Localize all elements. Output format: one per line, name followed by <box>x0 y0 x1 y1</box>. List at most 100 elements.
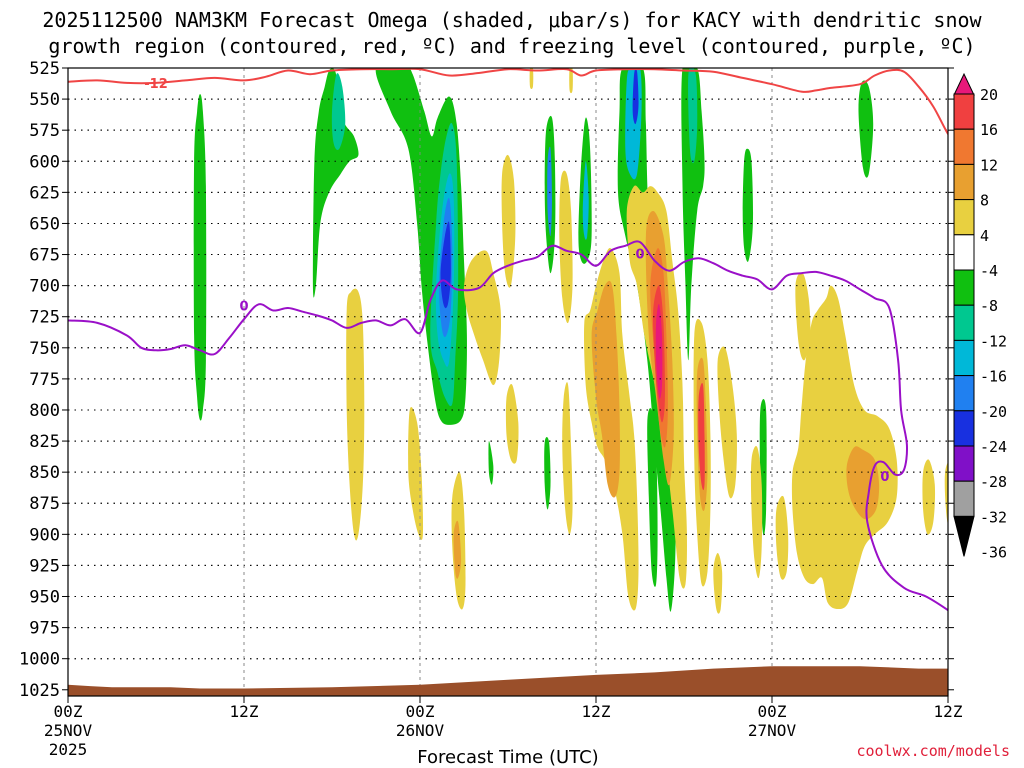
y-tick-label-625: 625 <box>29 183 60 203</box>
y-tick-label-825: 825 <box>29 432 60 452</box>
omega-region-24 <box>408 406 424 541</box>
y-tick-label-950: 950 <box>29 588 60 608</box>
y-tick-label-925: 925 <box>29 556 60 576</box>
x-tick-year-0: 2025 <box>49 740 88 759</box>
y-tick-label-1000: 1000 <box>19 650 60 670</box>
y-tick-label-850: 850 <box>29 463 60 483</box>
y-tick-label-900: 900 <box>29 525 60 545</box>
y-tick-label-675: 675 <box>29 246 60 266</box>
colorbar-label-13: -36 <box>980 544 1007 562</box>
colorbar-label-7: -12 <box>980 332 1007 350</box>
y-tick-label-575: 575 <box>29 121 60 141</box>
colorbar-label-3: 8 <box>980 192 989 210</box>
x-tick-label-60: 12Z <box>934 702 963 721</box>
omega-region-44 <box>750 445 763 579</box>
chart-title-line-2: growth region (contoured, red, ºC) and f… <box>48 34 976 58</box>
omega-region-50 <box>944 462 948 526</box>
y-tick-label-1025: 1025 <box>19 681 60 701</box>
colorbar-label-8: -16 <box>980 368 1007 386</box>
dendritic-contour-line <box>68 68 948 136</box>
colorbar-bottom-arrow <box>953 515 975 557</box>
colorbar-box-4 <box>953 199 975 236</box>
x-tick-date-24: 26NOV <box>396 721 445 740</box>
omega-region-30 <box>559 170 573 324</box>
x-tick-label-0: 00Z <box>54 702 83 721</box>
colorbar-label-11: -28 <box>980 473 1007 491</box>
omega-region-0 <box>193 94 207 421</box>
x-tick-date-48: 27NOV <box>748 721 797 740</box>
omega-region-19 <box>544 437 551 510</box>
colorbar-label-2: 12 <box>980 156 998 174</box>
x-axis-label: Forecast Time (UTC) <box>417 747 598 768</box>
colorbar-label-1: 16 <box>980 121 998 139</box>
colorbar-box-2 <box>953 128 975 165</box>
colorbar-label-4: 4 <box>980 227 989 245</box>
colorbar-box-6 <box>953 269 975 306</box>
colorbar-label-5: -4 <box>980 262 998 280</box>
colorbar-box-3 <box>953 163 975 201</box>
omega-region-29 <box>505 384 519 464</box>
omega-region-45 <box>775 495 789 580</box>
colorbar-box-11 <box>953 445 975 482</box>
omega-region-18 <box>547 146 552 237</box>
omega-region-1 <box>312 68 359 298</box>
x-tick-date-0: 25NOV <box>44 721 93 740</box>
omega-region-31 <box>562 382 573 535</box>
omega-region-42 <box>717 346 737 499</box>
omega-region-2 <box>331 73 346 151</box>
omega-region-23 <box>346 288 365 541</box>
colorbar-box-9 <box>953 375 975 412</box>
omega-region-28 <box>501 154 516 288</box>
y-tick-label-550: 550 <box>29 90 60 110</box>
omega-region-52 <box>569 68 573 94</box>
omega-region-7 <box>440 221 451 309</box>
freezing-level-contour-line <box>68 240 948 612</box>
colorbar-box-1 <box>953 93 975 130</box>
x-tick-label-12: 12Z <box>230 702 259 721</box>
y-tick-label-725: 725 <box>29 308 60 328</box>
colorbar-label-0: 20 <box>980 86 998 104</box>
omega-region-9 <box>582 161 589 240</box>
y-axis-ticks: 525 550 575 600 625 650 675 700 725 750 775 800 825 8… <box>19 59 954 701</box>
x-tick-label-24: 00Z <box>406 702 435 721</box>
x-tick-label-48: 00Z <box>758 702 787 721</box>
terrain-layer <box>68 666 948 696</box>
omega-shading-layer <box>68 68 948 696</box>
colorbar-label-9: -20 <box>980 403 1007 421</box>
y-tick-label-650: 650 <box>29 214 60 234</box>
y-tick-label-875: 875 <box>29 494 60 514</box>
credit-text: coolwx.com/models <box>856 742 1010 760</box>
colorbar-box-7 <box>953 304 975 341</box>
contour-layer: -12 0 0 0 <box>68 68 948 612</box>
omega-region-47 <box>846 446 880 520</box>
x-tick-label-36: 12Z <box>582 702 611 721</box>
omega-region-51 <box>529 68 534 90</box>
colorbar-box-8 <box>953 339 975 377</box>
colorbar-top-arrow <box>953 72 975 96</box>
omega-region-12 <box>632 68 639 125</box>
freezing-contour-label-1: 0 <box>239 300 248 315</box>
y-tick-label-750: 750 <box>29 339 60 359</box>
chart-title-line-1: 2025112500 NAM3KM Forecast Omega (shaded… <box>42 8 982 32</box>
terrain-surface <box>68 666 948 696</box>
colorbar-label-12: -32 <box>980 508 1007 526</box>
omega-region-27 <box>463 250 502 386</box>
dendritic-contour-label: -12 <box>144 77 168 92</box>
colorbar-box-12 <box>953 480 975 517</box>
y-tick-label-975: 975 <box>29 619 60 639</box>
colorbar-box-5 <box>953 234 975 271</box>
omega-region-15 <box>742 148 754 262</box>
colorbar-label-10: -24 <box>980 438 1007 456</box>
omega-region-21 <box>647 408 658 587</box>
omega-region-33 <box>591 280 620 498</box>
colorbar: 20 16 12 8 4 -4 -8 -12 -16 -20 -24 -28 -32 -36 <box>953 72 1007 562</box>
omega-region-22 <box>488 441 494 485</box>
colorbar-label-6: -8 <box>980 297 998 315</box>
omega-region-49 <box>922 459 936 535</box>
omega-region-26 <box>453 520 462 579</box>
freezing-contour-label-2: 0 <box>635 247 644 262</box>
omega-region-46 <box>791 285 898 609</box>
omega-region-14 <box>688 68 698 164</box>
